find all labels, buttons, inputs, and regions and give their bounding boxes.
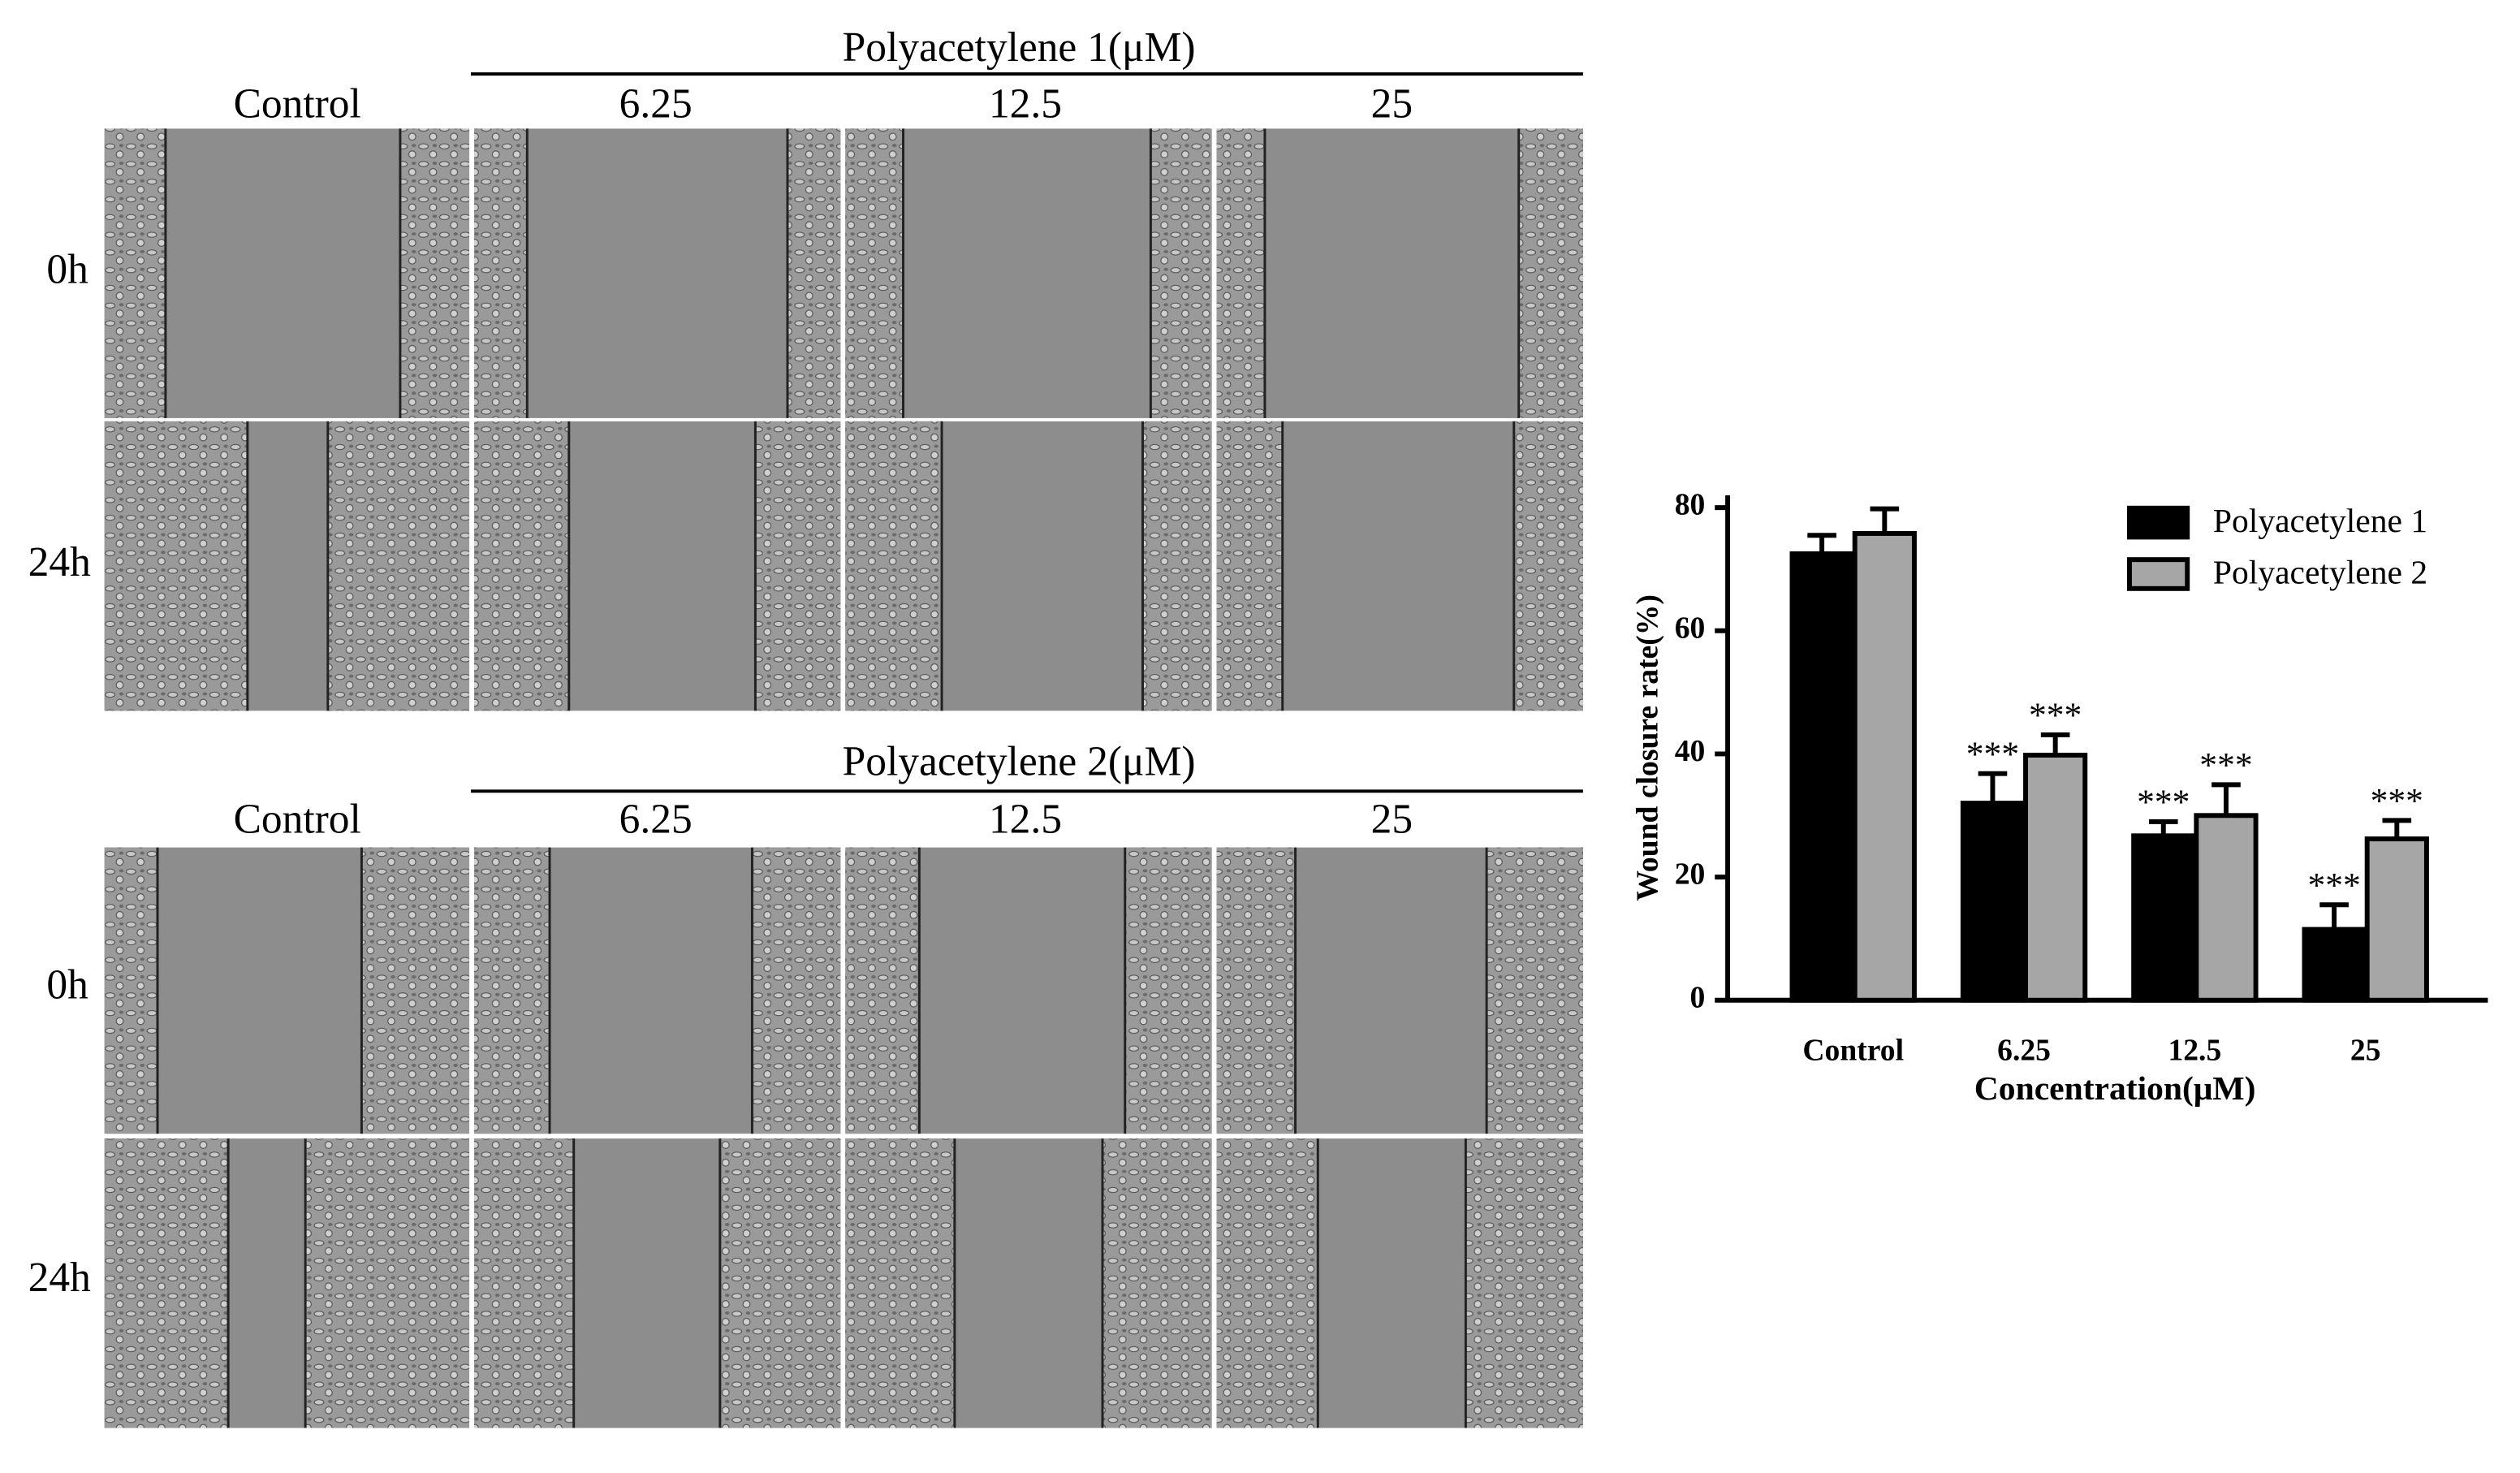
legend-label: Polyacetylene 2 [2213, 554, 2427, 591]
cell-layer [305, 1138, 470, 1428]
bar [2364, 836, 2429, 1003]
x-tick-label: Control [1802, 1034, 1904, 1068]
cell-layer [1150, 128, 1212, 418]
cell-layer [1216, 1138, 1318, 1428]
significance-label: *** [2029, 696, 2082, 735]
y-tick-label: 40 [1675, 734, 1706, 768]
cell-layer [361, 847, 470, 1134]
cell-layer [752, 847, 841, 1134]
cell-layer [473, 128, 528, 418]
cell-layer [1465, 1138, 1583, 1428]
cell-layer [1124, 847, 1212, 1134]
significance-label: *** [2307, 866, 2360, 905]
bar [1789, 551, 1854, 1003]
x-tick-label: 6.25 [1997, 1034, 2051, 1068]
cell-layer [1518, 128, 1583, 418]
cell-layer [1487, 847, 1583, 1134]
y-tick-label: 0 [1690, 980, 1706, 1014]
significance-label: *** [1966, 735, 2019, 774]
cell-layer [845, 1138, 955, 1428]
cell-layer [1216, 847, 1296, 1134]
cell-layer [104, 128, 166, 418]
cell-layer [845, 421, 943, 711]
y-axis-title: Wound closure rate(%) [1631, 594, 1665, 901]
bar-chart: Wound closure rate(%) Concentration(μM) … [1631, 488, 2488, 1108]
x-axis-title: Concentration(μM) [1974, 1069, 2256, 1108]
cell-layer [473, 847, 550, 1134]
row-label: 0h [46, 962, 88, 1009]
significance-label: *** [2371, 782, 2423, 821]
cell-layer [719, 1138, 841, 1428]
column-label: Control [234, 80, 361, 127]
legend-swatch [2126, 505, 2190, 540]
row-label: 24h [28, 539, 91, 585]
cell-layer [755, 421, 841, 711]
cell-layer [327, 421, 470, 711]
column-label: 25 [1371, 797, 1413, 843]
cell-layer [1216, 128, 1265, 418]
legend-label: Polyacetylene 1 [2213, 502, 2427, 539]
panel-title: Polyacetylene 1(μM) [843, 24, 1196, 71]
cell-layer [845, 847, 920, 1134]
cell-layer [1102, 1138, 1212, 1428]
x-tick-label: 12.5 [2168, 1034, 2221, 1068]
y-tick-label: 80 [1675, 488, 1706, 522]
column-label: 12.5 [989, 80, 1062, 127]
column-label: 6.25 [619, 797, 693, 843]
bar [2302, 927, 2367, 1003]
cell-layer [399, 128, 470, 418]
bar [2131, 833, 2196, 1003]
panel-title: Polyacetylene 2(μM) [843, 738, 1196, 784]
column-label: 12.5 [989, 797, 1062, 843]
micrographs: Polyacetylene 1(μM) Control 6.25 12.5 25 0h 24… [28, 24, 1583, 1428]
significance-label: *** [2137, 783, 2190, 822]
column-label: 6.25 [619, 80, 693, 127]
micrograph [473, 128, 841, 418]
cell-layer [473, 1138, 574, 1428]
column-label: 25 [1371, 80, 1413, 127]
cell-layer [788, 128, 841, 418]
row-label: 24h [28, 1255, 91, 1301]
y-tick-label: 60 [1675, 611, 1706, 645]
bar [1852, 530, 1917, 1003]
cell-layer [104, 1138, 229, 1428]
cell-layer [104, 847, 158, 1134]
cell-layer [845, 128, 904, 418]
significance-label: *** [2199, 746, 2252, 785]
column-label: Control [234, 797, 361, 843]
bar [1960, 801, 2026, 1003]
cell-layer [1142, 421, 1212, 711]
bar [2194, 813, 2259, 1003]
legend-swatch [2126, 557, 2190, 591]
bar [2023, 752, 2088, 1003]
y-tick-label: 20 [1675, 857, 1706, 892]
cell-layer [1216, 421, 1283, 711]
cell-layer [104, 421, 248, 711]
cell-layer [1513, 421, 1583, 711]
x-tick-label: 25 [2350, 1034, 2381, 1068]
row-label: 0h [46, 246, 88, 292]
cell-layer [473, 421, 569, 711]
